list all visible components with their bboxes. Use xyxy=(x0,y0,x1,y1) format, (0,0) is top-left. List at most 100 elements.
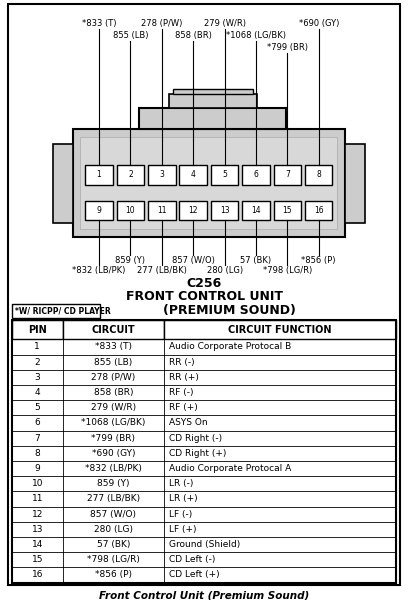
Text: *W/ RICPP/ CD PLAYER: *W/ RICPP/ CD PLAYER xyxy=(15,307,111,316)
Text: CIRCUIT: CIRCUIT xyxy=(91,325,135,335)
Text: 6: 6 xyxy=(253,170,258,179)
Bar xyxy=(139,108,286,130)
Text: 277 (LB/BK): 277 (LB/BK) xyxy=(137,266,187,275)
Text: LF (+): LF (+) xyxy=(169,525,196,534)
Text: *833 (T): *833 (T) xyxy=(82,19,116,28)
Text: 279 (W/R): 279 (W/R) xyxy=(91,403,136,412)
Text: 278 (P/W): 278 (P/W) xyxy=(91,373,135,382)
Text: 3: 3 xyxy=(160,170,164,179)
Text: PIN: PIN xyxy=(28,325,47,335)
Text: 4: 4 xyxy=(34,388,40,397)
Text: 1: 1 xyxy=(34,343,40,352)
Text: 4: 4 xyxy=(191,170,196,179)
Bar xyxy=(80,137,337,229)
Bar xyxy=(180,200,207,220)
Text: *798 (LG/R): *798 (LG/R) xyxy=(87,555,140,564)
Text: 859 (Y): 859 (Y) xyxy=(97,479,129,488)
Text: 859 (Y): 859 (Y) xyxy=(115,256,145,265)
Text: 277 (LB/BK): 277 (LB/BK) xyxy=(87,494,140,503)
Text: RR (-): RR (-) xyxy=(169,358,194,367)
Text: Audio Corporate Protocal A: Audio Corporate Protocal A xyxy=(169,464,291,473)
Text: 12: 12 xyxy=(188,206,198,215)
Text: 279 (W/R): 279 (W/R) xyxy=(204,19,246,28)
Text: 857 (W/O): 857 (W/O) xyxy=(90,509,136,518)
Text: 14: 14 xyxy=(31,540,43,549)
Text: C256: C256 xyxy=(186,277,222,290)
Text: 7: 7 xyxy=(285,170,290,179)
Text: *799 (BR): *799 (BR) xyxy=(91,434,135,443)
Bar xyxy=(85,165,113,185)
Text: LF (-): LF (-) xyxy=(169,509,192,518)
Bar xyxy=(211,165,238,185)
Bar xyxy=(117,165,144,185)
Text: 5: 5 xyxy=(222,170,227,179)
Text: 6: 6 xyxy=(34,418,40,427)
Text: 9: 9 xyxy=(34,464,40,473)
Text: 280 (LG): 280 (LG) xyxy=(94,525,133,534)
Bar xyxy=(12,304,100,318)
Text: CD Left (-): CD Left (-) xyxy=(169,555,215,564)
Text: 855 (LB): 855 (LB) xyxy=(94,358,133,367)
Bar xyxy=(63,320,164,340)
Text: 3: 3 xyxy=(34,373,40,382)
Text: 2: 2 xyxy=(34,358,40,367)
Bar xyxy=(53,144,73,223)
Text: *832 (LB/PK): *832 (LB/PK) xyxy=(72,266,126,275)
Bar xyxy=(85,200,113,220)
Text: 11: 11 xyxy=(157,206,166,215)
Bar xyxy=(345,144,365,223)
Text: *856 (P): *856 (P) xyxy=(95,571,132,580)
Bar xyxy=(73,130,345,238)
Bar xyxy=(164,320,396,340)
Text: 12: 12 xyxy=(31,509,43,518)
Text: FRONT CONTROL UNIT: FRONT CONTROL UNIT xyxy=(126,290,282,304)
Text: Audio Corporate Protocal B: Audio Corporate Protocal B xyxy=(169,343,291,352)
Text: CD Right (+): CD Right (+) xyxy=(169,449,226,458)
Text: 8: 8 xyxy=(34,449,40,458)
Text: 11: 11 xyxy=(31,494,43,503)
Bar xyxy=(12,320,63,340)
Bar xyxy=(12,320,396,583)
Text: *798 (LG/R): *798 (LG/R) xyxy=(263,266,312,275)
Text: *799 (BR): *799 (BR) xyxy=(267,43,308,52)
Text: *856 (P): *856 (P) xyxy=(302,256,336,265)
Bar xyxy=(180,165,207,185)
Bar xyxy=(148,165,175,185)
Text: *833 (T): *833 (T) xyxy=(95,343,132,352)
Text: *690 (GY): *690 (GY) xyxy=(299,19,339,28)
Bar xyxy=(242,200,270,220)
Text: 9: 9 xyxy=(97,206,102,215)
Bar xyxy=(274,200,301,220)
Text: LR (+): LR (+) xyxy=(169,494,197,503)
Text: CD Left (+): CD Left (+) xyxy=(169,571,220,580)
Text: CD Right (-): CD Right (-) xyxy=(169,434,222,443)
Bar xyxy=(305,165,333,185)
Text: 858 (BR): 858 (BR) xyxy=(175,31,212,40)
Text: 16: 16 xyxy=(314,206,324,215)
Text: 280 (LG): 280 (LG) xyxy=(206,266,243,275)
Text: 15: 15 xyxy=(283,206,292,215)
Bar xyxy=(274,165,301,185)
Text: LR (-): LR (-) xyxy=(169,479,193,488)
Text: 13: 13 xyxy=(31,525,43,534)
Text: *690 (GY): *690 (GY) xyxy=(91,449,135,458)
Text: 2: 2 xyxy=(128,170,133,179)
Text: 5: 5 xyxy=(34,403,40,412)
Text: 14: 14 xyxy=(251,206,261,215)
Text: ASYS On: ASYS On xyxy=(169,418,207,427)
Text: 10: 10 xyxy=(126,206,135,215)
Text: 15: 15 xyxy=(31,555,43,564)
Text: 855 (LB): 855 (LB) xyxy=(113,31,148,40)
Text: 7: 7 xyxy=(34,434,40,443)
Bar xyxy=(305,200,333,220)
Text: 8: 8 xyxy=(316,170,321,179)
Text: *832 (LB/PK): *832 (LB/PK) xyxy=(85,464,142,473)
Text: RF (+): RF (+) xyxy=(169,403,197,412)
Text: 1: 1 xyxy=(97,170,102,179)
Text: Ground (Shield): Ground (Shield) xyxy=(169,540,240,549)
Text: *1068 (LG/BK): *1068 (LG/BK) xyxy=(226,31,286,40)
Bar xyxy=(173,89,253,94)
Bar xyxy=(211,200,238,220)
Text: CIRCUIT FUNCTION: CIRCUIT FUNCTION xyxy=(228,325,332,335)
Text: 278 (P/W): 278 (P/W) xyxy=(141,19,182,28)
